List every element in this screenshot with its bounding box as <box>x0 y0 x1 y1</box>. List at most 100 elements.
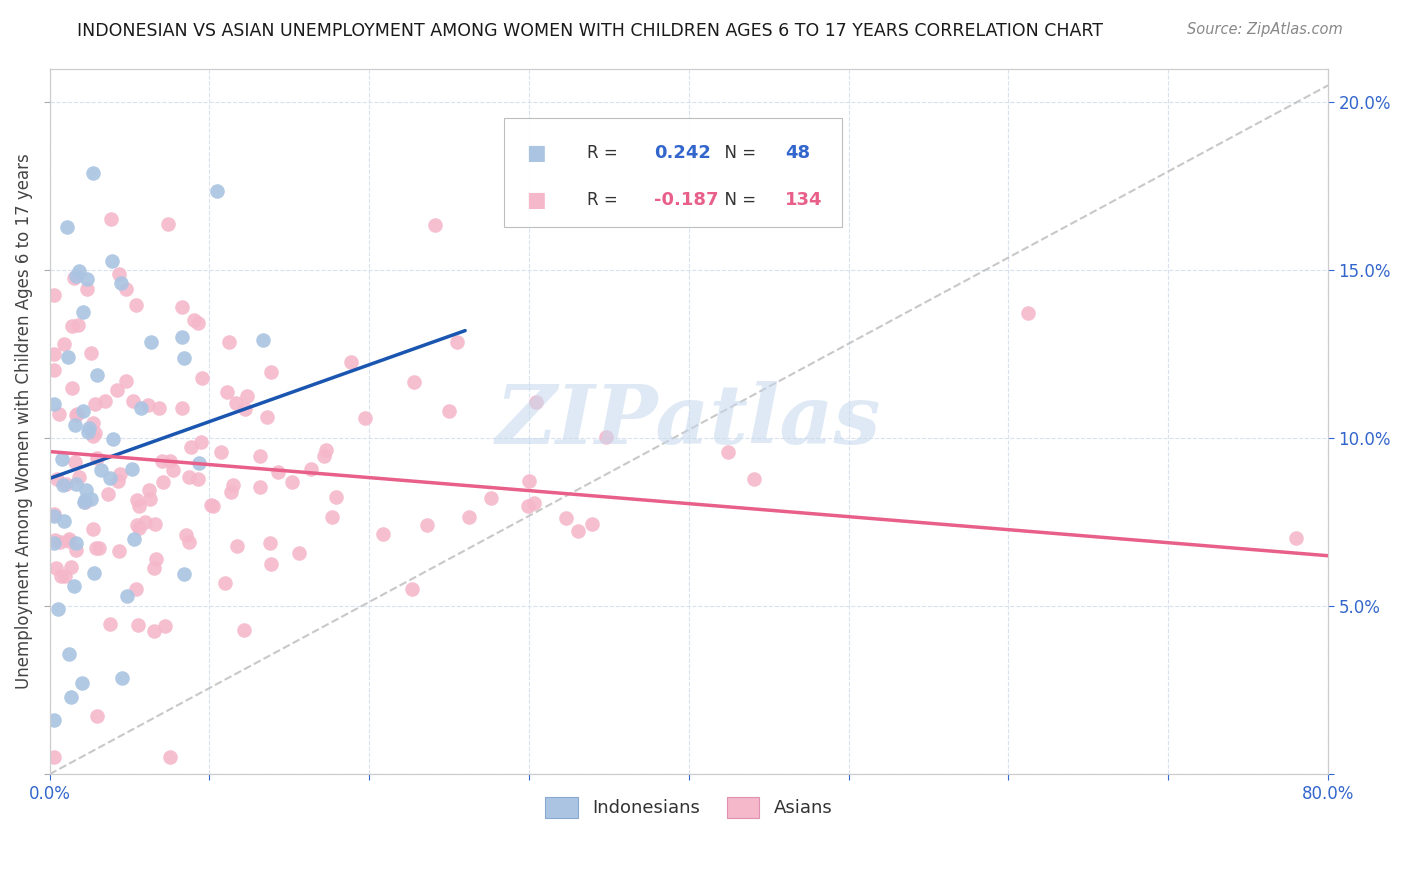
Point <box>82 522 104 536</box>
Point <box>72 404 94 418</box>
Point <box>150 453 173 467</box>
Point <box>86 368 108 382</box>
Point <box>172 330 194 344</box>
Point <box>517 499 540 513</box>
Point <box>44 507 66 521</box>
Point <box>63 455 86 469</box>
Point <box>76 282 98 296</box>
Point <box>143 624 166 639</box>
Point <box>179 469 201 483</box>
Point <box>148 401 170 416</box>
Point <box>145 552 167 566</box>
Point <box>60 559 83 574</box>
Point <box>517 474 540 488</box>
Point <box>458 509 481 524</box>
Point <box>44 713 66 727</box>
Point <box>46 472 69 486</box>
Point <box>84 541 107 556</box>
Point <box>581 517 603 532</box>
Text: ■: ■ <box>526 144 547 163</box>
Point <box>141 334 163 349</box>
Point <box>44 533 66 547</box>
Point <box>63 579 86 593</box>
Point <box>51 452 73 467</box>
Point <box>105 384 128 398</box>
Text: 0.242: 0.242 <box>654 145 711 162</box>
Point <box>259 557 281 571</box>
Point <box>315 443 337 458</box>
Point <box>83 425 105 440</box>
Point <box>52 336 75 351</box>
Point <box>173 567 195 582</box>
Point <box>143 516 166 531</box>
Point <box>143 561 166 575</box>
Point <box>65 542 87 557</box>
Point <box>59 690 82 704</box>
Point <box>124 532 146 546</box>
Point <box>325 490 347 504</box>
Point <box>55 476 77 491</box>
Text: N =: N = <box>714 145 762 162</box>
Point <box>103 432 125 446</box>
Point <box>371 527 394 541</box>
Point <box>45 561 67 575</box>
Point <box>125 493 148 508</box>
Text: Source: ZipAtlas.com: Source: ZipAtlas.com <box>1187 22 1343 37</box>
Point <box>125 298 148 312</box>
Text: R =: R = <box>586 192 623 210</box>
Point <box>110 276 132 290</box>
Point <box>177 534 200 549</box>
Point <box>44 750 66 764</box>
Point <box>267 465 290 479</box>
Point <box>236 389 259 403</box>
Point <box>65 268 87 283</box>
Point <box>128 499 150 513</box>
Point <box>94 393 117 408</box>
Point <box>117 590 139 604</box>
Point <box>153 619 176 633</box>
Point <box>219 484 242 499</box>
Point <box>77 420 100 434</box>
Point <box>172 401 194 415</box>
Point <box>214 576 236 591</box>
Point <box>67 318 90 332</box>
Point <box>44 508 66 523</box>
Point <box>402 376 425 390</box>
Point <box>82 166 104 180</box>
Point <box>125 582 148 596</box>
Point <box>446 334 468 349</box>
Point <box>555 511 578 525</box>
Y-axis label: Unemployment Among Women with Children Ages 6 to 17 years: Unemployment Among Women with Children A… <box>15 153 32 690</box>
Point <box>121 393 143 408</box>
Point <box>595 430 617 444</box>
Point <box>86 709 108 723</box>
Point <box>72 305 94 319</box>
Point <box>84 397 107 411</box>
Point <box>159 454 181 468</box>
Point <box>58 647 80 661</box>
Point <box>187 316 209 330</box>
Point <box>66 407 89 421</box>
Point <box>69 263 91 277</box>
Point <box>107 474 129 488</box>
Point <box>222 478 245 492</box>
Point <box>77 425 100 439</box>
Point <box>423 219 446 233</box>
Point <box>100 212 122 227</box>
Point <box>321 509 343 524</box>
Point <box>65 408 87 422</box>
Point <box>58 532 80 546</box>
Point <box>522 496 544 510</box>
Point <box>70 676 93 690</box>
Point <box>180 440 202 454</box>
Point <box>115 282 138 296</box>
Point <box>479 491 502 506</box>
Text: R =: R = <box>586 145 623 162</box>
Legend: Indonesians, Asians: Indonesians, Asians <box>538 789 839 825</box>
Text: 134: 134 <box>785 192 823 210</box>
Point <box>524 395 547 409</box>
Point <box>73 495 96 509</box>
Text: INDONESIAN VS ASIAN UNEMPLOYMENT AMONG WOMEN WITH CHILDREN AGES 6 TO 17 YEARS CO: INDONESIAN VS ASIAN UNEMPLOYMENT AMONG W… <box>77 22 1104 40</box>
FancyBboxPatch shape <box>503 118 842 227</box>
Point <box>1285 531 1308 545</box>
